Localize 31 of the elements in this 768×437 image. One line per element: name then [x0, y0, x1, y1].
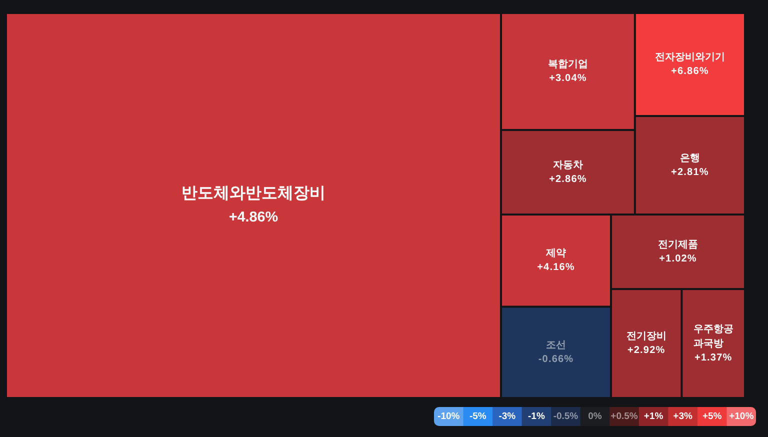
data-label: 0% — [588, 411, 602, 422]
category-label: 자동차 — [552, 160, 583, 171]
data-label: +0.5% — [610, 411, 638, 422]
category-label: 전기제품 — [658, 239, 698, 250]
category-label: 전기장비 — [626, 331, 666, 342]
data-label: -10% — [438, 411, 460, 422]
data-label: +10% — [729, 411, 754, 422]
data-label: -0.5% — [553, 411, 579, 422]
data-label: +4.86% — [228, 210, 278, 226]
category-label: 조선 — [546, 340, 566, 351]
category-label: 제약 — [545, 248, 566, 260]
category-label: 우주항공과국방 — [693, 324, 734, 350]
data-label: -5% — [469, 411, 487, 422]
data-label: +2.92% — [627, 345, 666, 356]
data-label: +2.81% — [671, 166, 709, 178]
data-label: -3% — [498, 411, 516, 422]
data-label: +3% — [673, 411, 694, 422]
category-label: 전자장비와기기 — [654, 52, 725, 64]
data-label: -1% — [528, 411, 546, 422]
data-label: -0.66% — [538, 354, 574, 365]
data-label: +4.16% — [537, 262, 575, 274]
category-label: 복합기업 — [548, 58, 588, 70]
data-label: +6.86% — [671, 66, 709, 78]
category-label: 반도체와반도체장비 — [182, 185, 326, 202]
data-label: +1% — [644, 411, 664, 422]
data-label: +2.86% — [549, 174, 587, 185]
data-label: +3.04% — [549, 72, 587, 84]
data-label: +5% — [702, 411, 722, 422]
data-label: +1.37% — [694, 352, 732, 364]
category-label: 은행 — [680, 152, 700, 164]
data-label: +1.02% — [659, 253, 697, 264]
